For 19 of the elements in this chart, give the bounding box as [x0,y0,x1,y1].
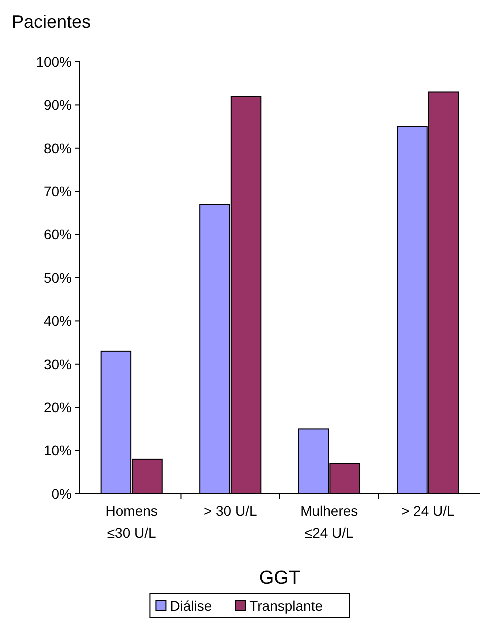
y-tick-label: 100% [36,54,72,70]
y-tick-label: 80% [44,140,72,156]
y-tick-label: 40% [44,313,72,330]
x-axis-title: GGT [259,568,301,589]
y-tick-label: 70% [44,184,72,200]
legend-label: Transplante [250,598,324,614]
y-tick-label: 30% [44,356,72,372]
y-tick-label: 10% [44,442,72,459]
y-tick-label: 90% [44,97,72,114]
y-tick-label: 0% [52,486,72,502]
y-tick-label: 50% [44,270,72,286]
y-axis-title: Pacientes [12,12,92,32]
y-tick-label: 60% [44,226,72,243]
y-tick-label: 20% [44,400,72,416]
x-tick-label: > 30 U/L [204,503,258,519]
x-tick-label: Mulheres ≤24 U/L [300,503,358,541]
x-tick-label: > 24 U/L [401,503,456,519]
x-tick-label: Homens ≤30 U/L [106,503,158,541]
legend-label: Diálise [170,598,212,614]
